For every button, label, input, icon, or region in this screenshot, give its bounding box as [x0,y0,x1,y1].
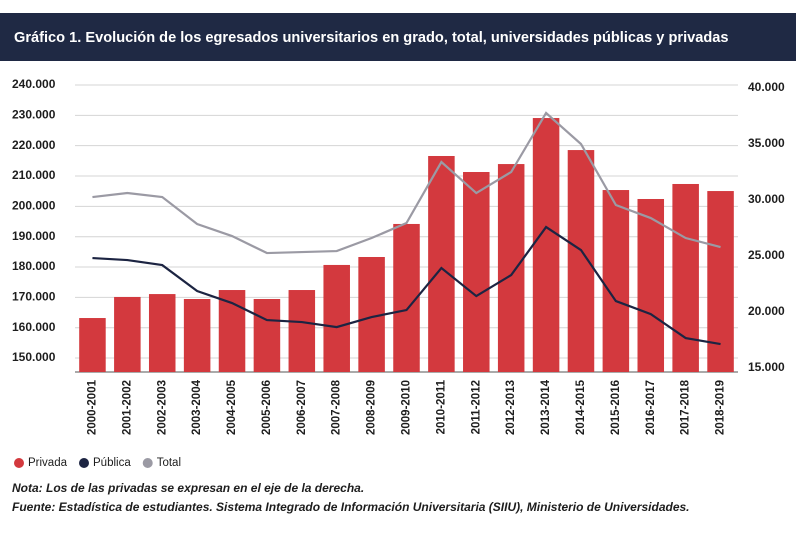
x-tick-label: 2008-2009 [366,380,378,435]
bar [79,318,106,372]
x-tick-label: 2014-2015 [575,379,587,435]
legend-label: Pública [93,457,131,469]
x-tick-label: 2013-2014 [540,379,552,435]
x-tick-label: 2006-2007 [296,380,308,435]
y-tick-label: 180.000 [12,259,56,273]
x-tick-label: 2000-2001 [86,379,98,435]
y2-tick-label: 25.000 [748,248,785,262]
x-tick-label: 2004-2005 [226,379,238,435]
bar [567,150,595,372]
legend-swatch [142,458,153,468]
line [92,111,721,255]
bar [532,118,560,372]
bar [253,298,281,372]
x-tick-label: 2002-2003 [156,380,168,435]
legend-label: Privada [28,457,68,469]
x-tick-label: 2010-2011 [435,379,447,434]
x-tick-label: 2001-2002 [121,380,133,435]
legend-swatch [14,458,24,468]
bar [497,164,525,372]
x-tick-label: 2011-2012 [470,380,482,434]
y-tick-label: 240.000 [12,77,56,91]
bar [288,290,316,372]
title-bar [0,13,796,61]
bar [148,294,176,372]
bar [183,298,211,372]
y-tick-label: 160.000 [12,320,56,334]
x-tick-label: 2009-2010 [401,380,413,435]
y-tick-label: 190.000 [12,229,56,243]
chart-title: Gráfico 1. Evolución de los egresados un… [14,30,729,46]
line [92,225,721,346]
bar [428,155,455,372]
bar [637,198,665,372]
y-tick-label: 220.000 [12,138,56,152]
y2-tick-label: 15.000 [748,360,785,374]
x-tick-label: 2012-2013 [505,380,517,435]
y2-tick-label: 40.000 [748,80,785,94]
x-tick-label: 2017-2018 [680,379,692,435]
y-tick-label: 150.000 [12,350,56,364]
y-tick-label: 200.000 [12,199,56,213]
source: Fuente: Estadística de estudiantes. Sist… [12,500,690,514]
note: Nota: Los de las privadas se expresan en… [12,481,364,495]
x-tick-label: 2007-2008 [331,379,343,435]
bar [463,172,490,372]
y-tick-label: 230.000 [12,108,56,122]
bar [707,191,734,372]
x-tick-label: 2005-2006 [261,380,273,435]
bar [602,190,630,372]
y2-tick-label: 35.000 [748,136,785,150]
legend-swatch [79,458,89,468]
x-tick-label: 2003-2004 [191,379,203,435]
y2-tick-label: 20.000 [748,304,785,318]
bar [323,264,350,372]
bar [672,183,699,372]
y-tick-label: 210.000 [12,168,56,182]
x-tick-label: 2015-2016 [610,380,622,435]
x-tick-label: 2018-2019 [715,380,727,435]
y-tick-label: 170.000 [12,290,56,304]
y2-tick-label: 30.000 [748,192,785,206]
x-tick-label: 2016-2017 [645,380,657,435]
legend-label: Total [157,457,181,469]
bar [114,296,141,372]
